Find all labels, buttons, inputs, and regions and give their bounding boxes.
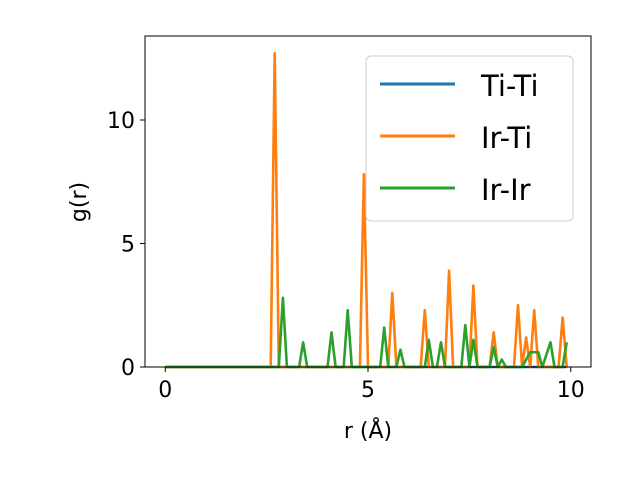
y-tick-label: 5 bbox=[121, 232, 135, 257]
legend-label-ti-ti: Ti-Ti bbox=[480, 69, 539, 103]
x-axis-label: r (Å) bbox=[344, 417, 392, 444]
y-axis-label: g(r) bbox=[67, 182, 92, 222]
y-tick-label: 0 bbox=[121, 356, 135, 381]
legend-label-ir-ti: Ir-Ti bbox=[481, 121, 532, 155]
x-tick-label: 10 bbox=[557, 378, 585, 403]
tick-layer: 0 5 10 0 5 10 bbox=[107, 109, 585, 403]
y-tick-label: 10 bbox=[107, 109, 135, 134]
legend: Ti-Ti Ir-Ti Ir-Ir bbox=[365, 55, 574, 222]
legend-label-ir-ir: Ir-Ir bbox=[481, 173, 531, 207]
legend-box bbox=[365, 55, 574, 222]
x-tick-label: 5 bbox=[361, 378, 375, 403]
plot-frame bbox=[144, 35, 592, 368]
x-tick-label: 0 bbox=[158, 378, 172, 403]
